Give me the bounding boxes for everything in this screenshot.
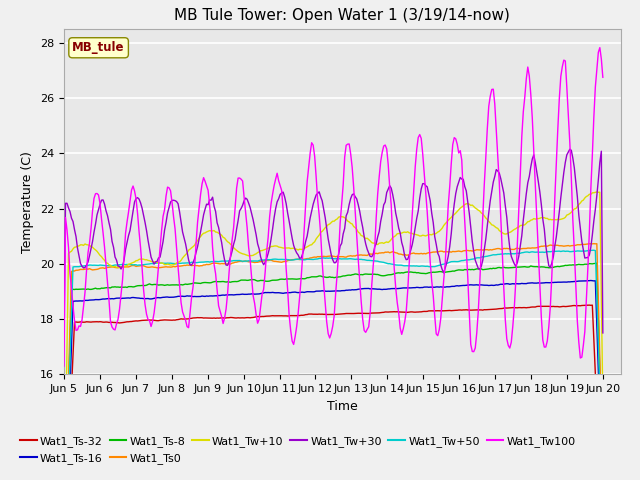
Wat1_Ts-8: [296, 276, 303, 282]
Wat1_Tw+10: [593, 189, 601, 195]
Wat1_Tw+10: [126, 261, 134, 267]
Wat1_Tw100: [569, 216, 577, 222]
Wat1_Tw+10: [569, 208, 577, 214]
X-axis label: Time: Time: [327, 400, 358, 413]
Wat1_Ts-32: [239, 315, 246, 321]
Wat1_Tw100: [296, 294, 303, 300]
Line: Wat1_Tw+10: Wat1_Tw+10: [64, 192, 603, 480]
Line: Wat1_Ts-16: Wat1_Ts-16: [64, 280, 603, 480]
Wat1_Ts-32: [126, 319, 134, 324]
Wat1_Tw+30: [221, 257, 228, 263]
Wat1_Tw+30: [570, 165, 578, 171]
Y-axis label: Temperature (C): Temperature (C): [22, 151, 35, 252]
Wat1_Ts-32: [248, 315, 255, 321]
Wat1_Ts-32: [221, 315, 228, 321]
Wat1_Tw+50: [126, 262, 134, 267]
Wat1_Tw+10: [221, 235, 228, 241]
Line: Wat1_Ts-32: Wat1_Ts-32: [64, 305, 603, 480]
Wat1_Tw+50: [590, 247, 598, 253]
Wat1_Ts-8: [126, 284, 134, 289]
Wat1_Ts-16: [239, 291, 246, 297]
Wat1_Ts-32: [569, 303, 577, 309]
Wat1_Ts0: [590, 241, 598, 247]
Wat1_Ts0: [569, 243, 577, 249]
Line: Wat1_Ts-8: Wat1_Ts-8: [64, 263, 603, 480]
Wat1_Tw+30: [599, 330, 607, 336]
Wat1_Ts0: [126, 264, 134, 269]
Wat1_Tw+30: [126, 228, 134, 233]
Wat1_Ts0: [248, 259, 255, 265]
Wat1_Ts0: [599, 470, 607, 476]
Wat1_Ts-32: [296, 312, 303, 318]
Wat1_Tw+50: [239, 258, 246, 264]
Title: MB Tule Tower: Open Water 1 (3/19/14-now): MB Tule Tower: Open Water 1 (3/19/14-now…: [175, 9, 510, 24]
Wat1_Tw+10: [296, 246, 303, 252]
Wat1_Tw+30: [248, 211, 255, 216]
Wat1_Ts-8: [248, 277, 255, 283]
Wat1_Ts-16: [248, 291, 255, 297]
Wat1_Tw+30: [296, 255, 303, 261]
Wat1_Tw+50: [296, 256, 303, 262]
Wat1_Tw+50: [221, 258, 228, 264]
Wat1_Tw100: [599, 74, 607, 80]
Text: MB_tule: MB_tule: [72, 41, 125, 54]
Line: Wat1_Tw100: Wat1_Tw100: [64, 48, 603, 366]
Wat1_Tw+50: [248, 258, 255, 264]
Wat1_Tw+50: [569, 249, 577, 254]
Wat1_Ts-16: [221, 292, 228, 298]
Wat1_Tw100: [248, 275, 255, 281]
Wat1_Ts0: [221, 261, 228, 266]
Wat1_Tw100: [60, 363, 68, 369]
Wat1_Tw+10: [599, 398, 607, 404]
Wat1_Ts-32: [586, 302, 593, 308]
Line: Wat1_Tw+50: Wat1_Tw+50: [64, 250, 603, 480]
Wat1_Ts-16: [296, 289, 303, 295]
Wat1_Ts-16: [569, 279, 577, 285]
Wat1_Ts-8: [221, 279, 228, 285]
Wat1_Tw100: [239, 178, 246, 184]
Wat1_Tw100: [596, 45, 604, 50]
Legend: Wat1_Ts-32, Wat1_Ts-16, Wat1_Ts-8, Wat1_Ts0, Wat1_Tw+10, Wat1_Tw+30, Wat1_Tw+50,: Wat1_Ts-32, Wat1_Ts-16, Wat1_Ts-8, Wat1_…: [15, 432, 580, 468]
Line: Wat1_Ts0: Wat1_Ts0: [64, 244, 603, 480]
Line: Wat1_Tw+30: Wat1_Tw+30: [64, 149, 603, 333]
Wat1_Tw+10: [239, 251, 246, 257]
Wat1_Tw100: [126, 198, 134, 204]
Wat1_Ts-16: [126, 295, 134, 301]
Wat1_Tw+10: [248, 253, 255, 259]
Wat1_Ts-16: [587, 277, 595, 283]
Wat1_Ts0: [296, 257, 303, 263]
Wat1_Tw+30: [566, 146, 573, 152]
Wat1_Tw+30: [60, 330, 68, 336]
Wat1_Ts0: [239, 259, 246, 264]
Wat1_Ts-8: [569, 262, 577, 268]
Wat1_Ts-8: [239, 277, 246, 283]
Wat1_Tw+30: [239, 203, 246, 208]
Wat1_Tw100: [221, 315, 228, 321]
Wat1_Ts-8: [593, 260, 601, 266]
